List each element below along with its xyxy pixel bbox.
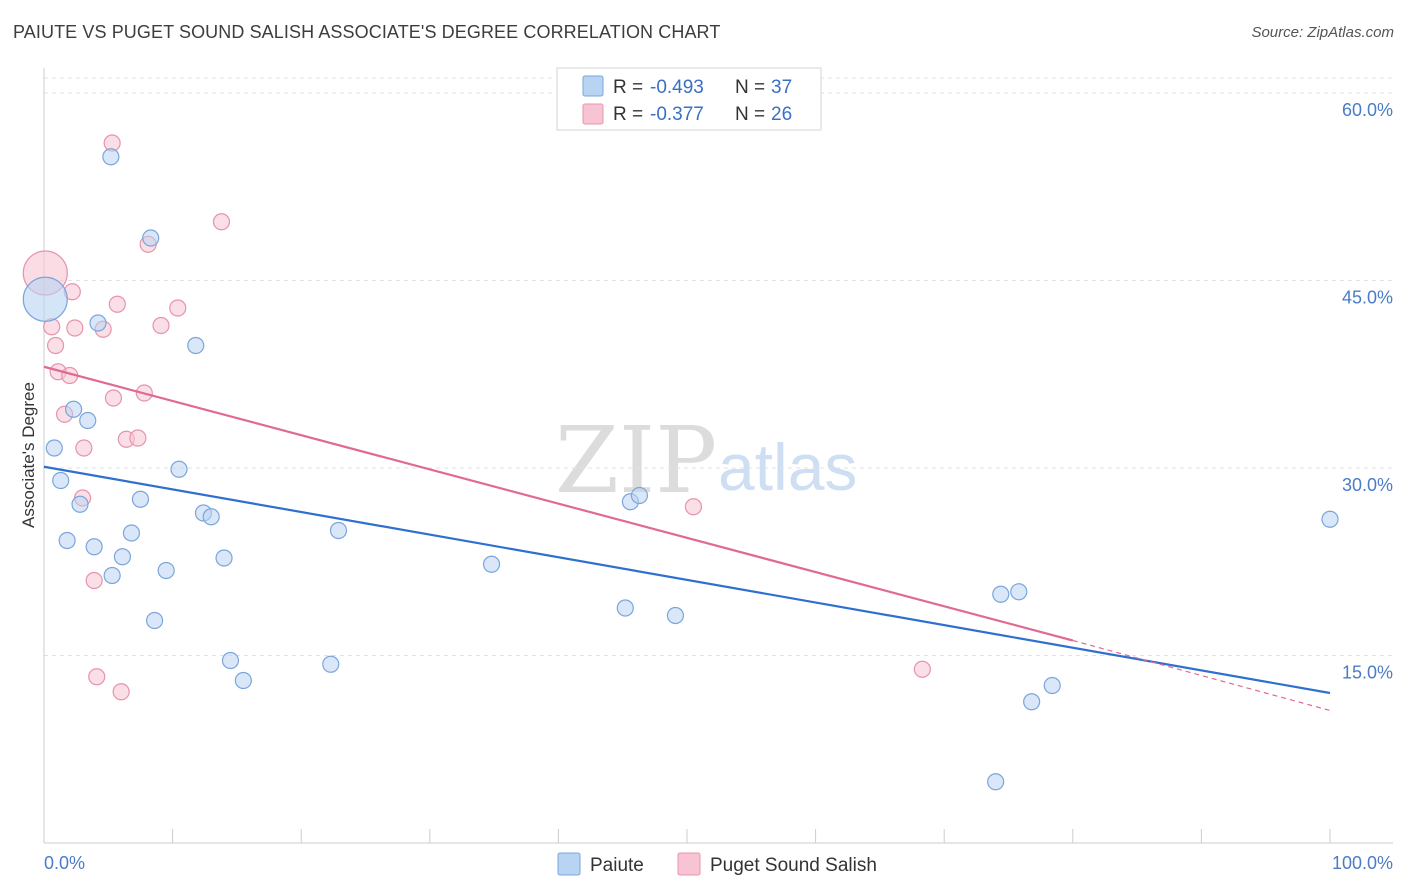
x-tick-label-max: 100.0%: [1332, 853, 1393, 873]
salish-point-23: [212, 213, 231, 231]
paiute-point-18: [187, 336, 205, 355]
legend-n-value-paiute: 37: [771, 77, 792, 98]
paiute-point-8: [89, 314, 107, 332]
paiute-trend-line: [43, 465, 1331, 695]
legend-box: R = -0.493 N = 37 R = -0.377 N = 26: [556, 67, 822, 131]
salish-point-10: [85, 571, 103, 590]
salish-point-18: [129, 429, 147, 447]
salish-point-15: [108, 295, 126, 313]
salish-trend-line: [43, 365, 1074, 642]
y-tick-label-3: 60.0%: [1342, 100, 1393, 120]
paiute-point-23: [234, 671, 252, 690]
grid-layer: [44, 77, 1393, 656]
legend-r-value-salish: -0.377: [650, 104, 704, 125]
paiute-point-21: [215, 549, 233, 567]
salish-point-25: [913, 660, 931, 678]
paiute-point-35: [1043, 676, 1061, 695]
watermark-atlas: atlas: [718, 430, 857, 504]
trend-layer: [43, 365, 1331, 712]
salish-point-7: [66, 319, 84, 337]
paiute-point-27: [616, 599, 634, 617]
legend-r-label-paiute: R =: [613, 77, 643, 98]
paiute-point-12: [122, 524, 141, 542]
paiute-point-31: [987, 773, 1005, 791]
chart-title: PAIUTE VS PUGET SOUND SALISH ASSOCIATE'S…: [13, 22, 721, 42]
bottom-legend-label-salish: Puget Sound Salish: [710, 855, 877, 876]
paiute-point-1: [45, 439, 63, 457]
y-tick-label-0: 15.0%: [1342, 663, 1393, 683]
salish-trend-extension: [1072, 639, 1331, 712]
paiute-point-20: [202, 508, 220, 526]
legend-n-label-salish: N =: [735, 104, 765, 125]
legend-n-value-salish: 26: [771, 104, 792, 125]
y-tick-label-2: 45.0%: [1342, 288, 1393, 308]
salish-point-11: [88, 668, 106, 686]
bottom-legend-swatch-paiute: [557, 852, 581, 876]
paiute-point-17: [170, 460, 188, 478]
paiute-point-16: [157, 561, 175, 580]
salish-point-9: [75, 439, 93, 457]
bottom-legend-label-paiute: Paiute: [590, 855, 644, 876]
bottom-legend-swatch-salish: [677, 852, 701, 876]
salish-point-16: [112, 683, 130, 701]
paiute-point-4: [64, 400, 83, 418]
paiute-point-11: [113, 548, 132, 566]
paiute-point-25: [329, 521, 348, 540]
paiute-point-33: [1010, 583, 1028, 601]
paiute-point-36: [1321, 510, 1339, 528]
legend-r-value-paiute: -0.493: [650, 77, 704, 98]
paiute-point-9: [102, 148, 120, 166]
paiute-point-22: [221, 651, 240, 670]
paiute-point-5: [71, 495, 89, 513]
legend-n-label-paiute: N =: [735, 77, 765, 98]
paiute-point-2: [52, 471, 70, 490]
paiute-point-32: [992, 585, 1010, 603]
paiute-point-30: [666, 606, 685, 625]
paiute-point-0: [22, 276, 68, 322]
paiute-point-10: [103, 566, 121, 585]
paiute-point-15: [145, 611, 164, 630]
legend-r-label-salish: R =: [613, 104, 643, 125]
salish-point-22: [169, 299, 187, 317]
source-label: Source: ZipAtlas.com: [1251, 24, 1394, 41]
salish-point-14: [104, 389, 123, 407]
x-tick-label-min: 0.0%: [44, 853, 85, 873]
paiute-point-7: [85, 538, 103, 556]
paiute-points: [22, 148, 1339, 791]
paiute-point-24: [322, 655, 340, 673]
axis-layer: [43, 68, 1393, 844]
salish-point-2: [46, 336, 65, 355]
paiute-point-29: [630, 486, 649, 505]
paiute-point-6: [79, 411, 97, 430]
salish-point-21: [152, 316, 170, 335]
x-tick-layer: [43, 829, 1331, 843]
legend-swatch-salish: [582, 103, 604, 125]
salish-point-24: [684, 498, 703, 516]
paiute-point-26: [482, 555, 501, 573]
bottom-legend: Paiute Puget Sound Salish: [557, 852, 877, 876]
paiute-point-14: [142, 229, 160, 247]
paiute-point-13: [131, 490, 150, 508]
y-tick-label-layer: 15.0% 30.0% 45.0% 60.0%: [1342, 100, 1393, 683]
paiute-point-34: [1023, 693, 1041, 711]
y-tick-label-1: 30.0%: [1342, 475, 1393, 495]
legend-swatch-paiute: [582, 75, 604, 97]
paiute-point-3: [58, 531, 76, 550]
y-axis-title: Associate's Degree: [19, 382, 38, 528]
